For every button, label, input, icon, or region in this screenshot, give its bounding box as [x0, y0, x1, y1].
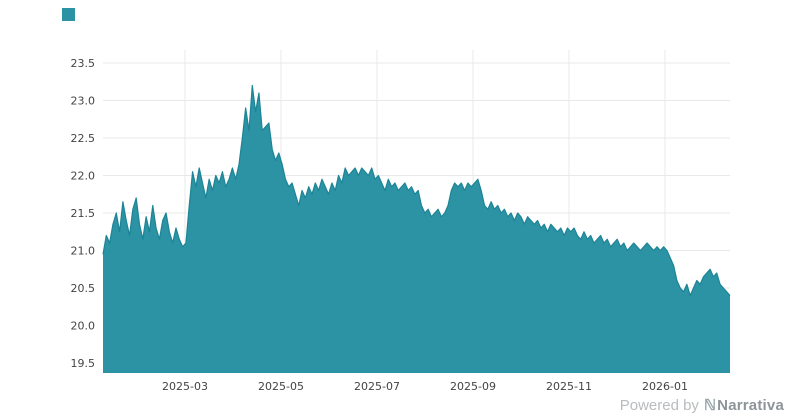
y-tick-label: 23.5 [71, 57, 96, 70]
x-tick-label: 2025-07 [354, 380, 400, 393]
x-tick-label: 2026-01 [642, 380, 688, 393]
footer-attribution: Powered by ℕ Narrativa [619, 396, 784, 415]
x-tick-label: 2025-03 [162, 380, 208, 393]
area-series-fill [103, 85, 730, 373]
y-tick-label: 23.0 [71, 95, 96, 108]
y-tick-label: 22.5 [71, 132, 96, 145]
x-tick-label: 2025-11 [546, 380, 592, 393]
narrativa-logo-icon: ℕ [703, 397, 717, 414]
y-tick-label: 20.0 [71, 320, 96, 333]
y-tick-label: 21.0 [71, 245, 96, 258]
y-tick-label: 20.5 [71, 282, 96, 295]
powered-by-label: Powered by [619, 396, 699, 414]
brand-name: Narrativa [717, 396, 784, 414]
brand-wordmark[interactable]: ℕ Narrativa [703, 396, 784, 415]
y-tick-label: 19.5 [71, 357, 96, 370]
x-tick-label: 2025-05 [258, 380, 304, 393]
y-tick-label: 21.5 [71, 207, 96, 220]
area-series-line [102, 84, 731, 297]
legend-swatch[interactable] [62, 8, 75, 21]
plot-area[interactable] [103, 50, 730, 373]
y-tick-label: 22.0 [71, 170, 96, 183]
x-tick-label: 2025-09 [450, 380, 496, 393]
